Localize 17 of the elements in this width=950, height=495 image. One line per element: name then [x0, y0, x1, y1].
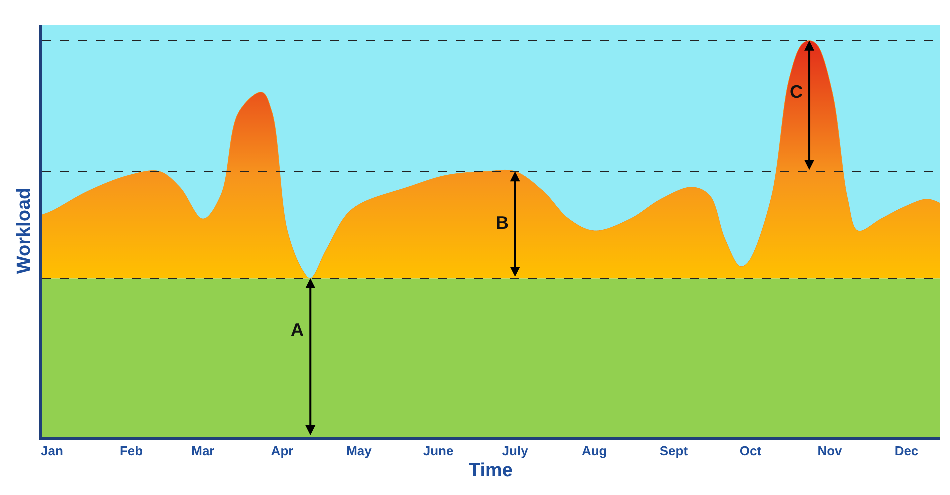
- x-tick-label: Mar: [192, 444, 215, 459]
- annotation: C: [790, 82, 803, 102]
- x-tick-label: May: [346, 444, 373, 459]
- annotation: A: [291, 320, 304, 340]
- x-tick-label: Jan: [41, 444, 64, 459]
- x-tick-label: Nov: [818, 444, 844, 459]
- x-tick-label: Dec: [894, 444, 919, 459]
- annotation: B: [496, 213, 509, 233]
- x-tick-label: Feb: [120, 444, 144, 459]
- x-tick-label: July: [502, 444, 530, 459]
- x-tick-label: June: [423, 444, 454, 459]
- x-tick-label: Sept: [660, 444, 689, 459]
- x-tick-label: Apr: [271, 444, 294, 459]
- y-axis-title: Workload: [14, 188, 35, 274]
- x-tick-label: Aug: [582, 444, 608, 459]
- x-tick-label: Oct: [740, 444, 762, 459]
- x-axis-title: Time: [468, 460, 514, 482]
